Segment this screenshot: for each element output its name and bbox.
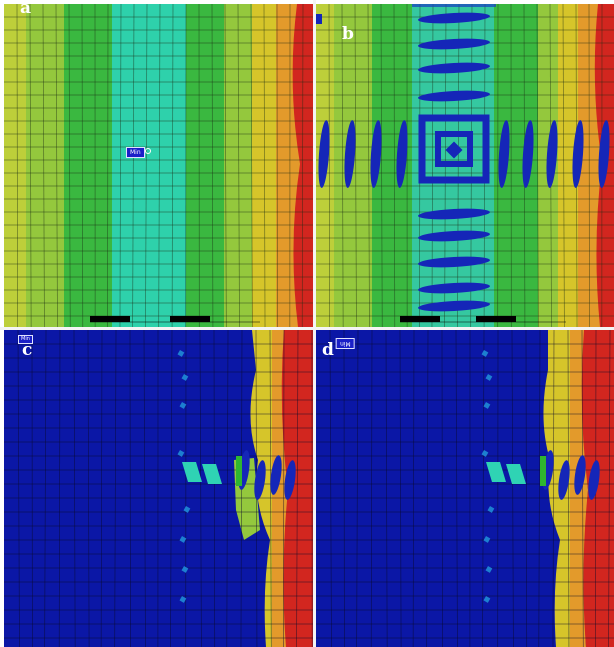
panel-a: a Min <box>4 4 313 327</box>
damage-pattern-b <box>318 12 610 312</box>
contour-plot-b <box>316 4 614 327</box>
panel-d: d Min <box>316 330 614 647</box>
min-marker-a: Min <box>126 147 145 158</box>
contour-plot-c <box>4 330 313 647</box>
panel-label-d: d <box>322 340 334 360</box>
contour-plot-a <box>4 4 313 327</box>
min-marker-d: Min <box>336 338 355 349</box>
horizontal-divider <box>0 327 614 330</box>
panel-label-a: a <box>20 4 32 18</box>
panel-c: c Min <box>4 330 313 647</box>
damage-pattern-c <box>177 350 296 603</box>
mesh-grid-a <box>4 4 313 327</box>
damage-pattern-d <box>481 350 600 603</box>
panel-label-c: c <box>22 340 33 360</box>
panel-label-b: b <box>342 24 354 44</box>
min-marker-c: Min <box>18 335 33 344</box>
panel-b: b <box>316 4 614 327</box>
contour-plot-d <box>316 330 614 647</box>
vertical-divider <box>313 0 316 647</box>
